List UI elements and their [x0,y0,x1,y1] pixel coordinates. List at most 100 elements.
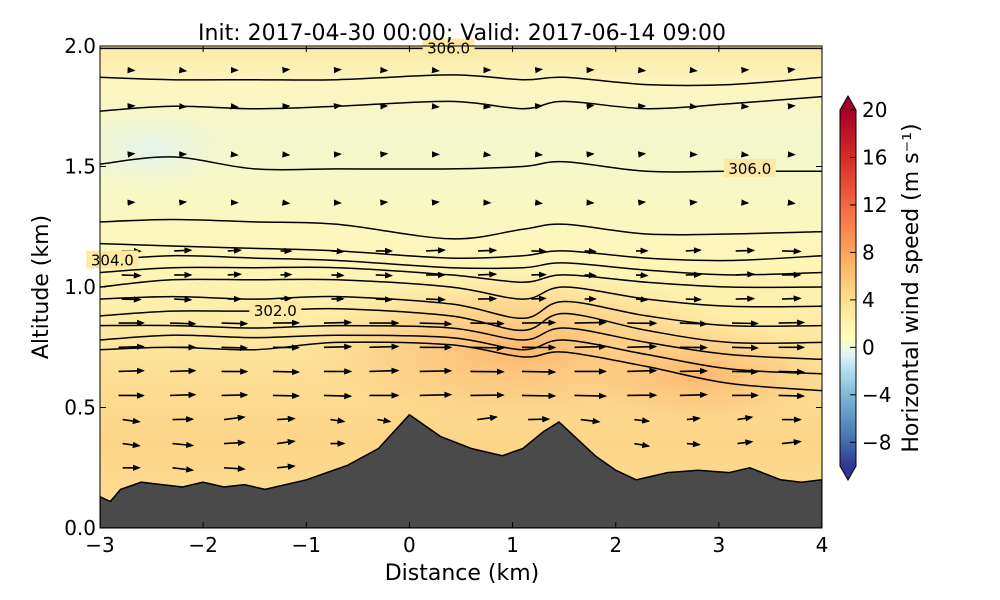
colorbar: −8 −4 0 4 8 12 16 20 Horizontal wind speed (m s… [839,94,924,482]
chart-title: Init: 2017-04-30 00:00; Valid: 2017-06-1… [198,21,726,46]
wind-vector [419,320,453,327]
wind-vector [118,343,145,350]
wind-vector [781,439,802,446]
wind-vector [223,439,246,447]
wind-vector [689,199,698,206]
colorbar-tick-label: 8 [862,240,875,264]
wind-vector [221,344,249,352]
wind-vector [276,438,296,446]
x-tick-label: −2 [188,533,217,557]
y-tick-label: 0.5 [64,396,96,420]
wind-vector [528,416,551,423]
wind-vector [778,392,806,400]
wind-vector [586,151,595,158]
wind-vector [170,320,197,327]
wind-vector [282,66,291,74]
wind-vector [477,271,498,278]
wind-vector [369,343,400,350]
wind-vector [470,344,505,352]
wind-vector [431,66,440,74]
wind-vector [686,415,701,423]
x-tick-label: 3 [712,533,725,557]
wind-vector [637,151,647,158]
wind-vector [574,319,607,326]
colorbar-tick-label: 20 [862,98,887,122]
wind-vector [323,319,353,326]
wind-vector [419,367,453,375]
y-tick-label: 1.0 [64,275,96,299]
contour-line-303-6 [100,254,822,276]
contour-line-304-0 [100,242,822,262]
wind-vector [280,295,293,302]
wind-vector [122,441,141,449]
wind-vector [174,296,193,303]
wind-vector [634,417,651,424]
contour-line-303-2 [100,266,822,289]
wind-vector [431,199,440,206]
wind-vector [277,415,296,423]
y-tick-label: 1.5 [64,155,96,179]
wind-vector [118,367,145,375]
wind-vector [531,295,547,302]
wind-vector [584,271,597,279]
wind-vector [737,439,754,446]
wind-vector [425,247,446,254]
colorbar-gradient [840,110,856,466]
wind-vector [521,319,557,326]
wind-vector [735,247,756,254]
wind-vector [122,417,141,425]
wind-vector [221,320,249,327]
wind-vector [121,272,142,279]
wind-vector [375,272,393,279]
wind-vector [380,66,389,74]
wind-vector [331,248,345,255]
wind-vector [477,414,498,422]
potential-temperature-contours [100,47,822,392]
contour-label-background [86,250,139,269]
wind-vector [282,199,291,206]
contour-label-background [723,158,776,177]
wind-vector [230,103,239,110]
wind-vector [735,295,756,302]
wind-vector [277,463,296,470]
wind-vector [227,271,242,278]
wind-vector [637,66,647,74]
contour-label: 302.0 [254,302,297,320]
wind-vector [737,415,754,422]
wind-vector [272,392,300,399]
wind-vector [574,392,607,400]
wind-vector [425,296,446,303]
x-tick-label: 4 [816,533,829,557]
y-axis-label: Altitude (km) [29,215,54,359]
wind-vector [121,296,142,303]
wind-vector [375,296,393,303]
wind-vector [534,66,544,74]
wind-vector [521,392,557,400]
wind-vector [223,465,246,472]
wind-vector [170,391,197,399]
colorbar-max-extension [840,96,856,110]
contour-labels: 302.0 304.0 306.0 306.0 [86,38,776,320]
wind-vector [574,343,607,350]
x-tick-label: 2 [609,533,622,557]
wind-vector [223,414,246,422]
wind-vector [731,344,759,352]
terrain-profile [100,413,822,528]
wind-vector [282,151,291,158]
wind-vector [731,368,759,375]
x-axis-ticks: −3 −2 −1 0 1 2 3 4 [85,46,828,557]
colorbar-tick-label: 4 [862,288,875,312]
x-tick-label: 1 [506,533,519,557]
wind-vector [230,151,239,158]
wind-vector [634,441,651,449]
wind-vector [323,343,353,351]
wind-vector [331,271,345,279]
wind-vector [380,199,389,206]
wind-vector [637,199,647,206]
wind-vector [787,66,796,74]
contour-label-background [422,38,475,57]
contour-label: 304.0 [91,251,134,269]
contour-label: 306.0 [427,39,470,57]
wind-vector [477,247,498,254]
